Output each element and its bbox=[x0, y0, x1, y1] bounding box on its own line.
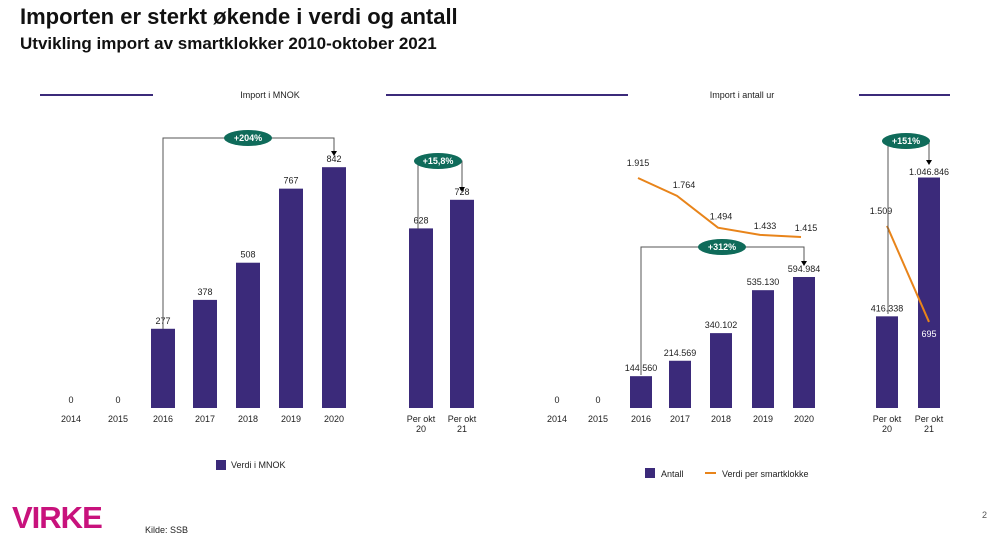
source-note: Kilde: SSB bbox=[145, 525, 189, 535]
bar-value-label: 1.046.846 bbox=[909, 167, 949, 177]
legend-swatch-verdi bbox=[216, 460, 226, 470]
bar-value-label: 214.569 bbox=[664, 348, 697, 358]
line-series bbox=[637, 177, 802, 238]
bar-value-label: 378 bbox=[197, 287, 212, 297]
page-title: Importen er sterkt økende i verdi og ant… bbox=[20, 4, 458, 29]
growth-badge bbox=[224, 130, 272, 146]
bar-value-label: 594.984 bbox=[788, 264, 821, 274]
bar bbox=[710, 333, 732, 408]
x-tick-label: 2018 bbox=[711, 414, 731, 424]
line-value-label: 1.433 bbox=[754, 221, 777, 231]
x-tick-label: Per okt bbox=[915, 414, 944, 424]
bar bbox=[236, 262, 260, 408]
bar bbox=[876, 316, 898, 408]
line-value-label: 1.915 bbox=[627, 158, 650, 168]
arrow-head bbox=[926, 160, 932, 165]
page-number: 2 bbox=[982, 510, 988, 520]
x-tick-label: 21 bbox=[924, 424, 934, 434]
x-tick-label: 2019 bbox=[753, 414, 773, 424]
arrow-head bbox=[331, 151, 337, 156]
legend-label-verdi-per: Verdi per smartklokke bbox=[722, 469, 809, 479]
legend-swatch-antall bbox=[645, 468, 655, 478]
bar-value-label: 628 bbox=[413, 215, 428, 225]
bar-value-label: 842 bbox=[326, 154, 341, 164]
growth-badge-label: +15,8% bbox=[423, 156, 454, 166]
bar bbox=[151, 328, 175, 408]
bar bbox=[450, 199, 474, 408]
x-tick-label: 2015 bbox=[108, 414, 128, 424]
bar-value-label: 0 bbox=[115, 395, 120, 405]
legend-label-verdi: Verdi i MNOK bbox=[231, 460, 286, 470]
x-tick-label: 21 bbox=[457, 424, 467, 434]
bar bbox=[918, 177, 940, 408]
x-tick-label: 2014 bbox=[61, 414, 81, 424]
x-tick-label: 2016 bbox=[631, 414, 651, 424]
bar bbox=[793, 277, 815, 408]
line-value-label: 695 bbox=[921, 329, 936, 339]
label-bg bbox=[919, 326, 939, 339]
growth-badge-label: +312% bbox=[708, 242, 736, 252]
x-tick-label: 2020 bbox=[794, 414, 814, 424]
growth-badge bbox=[882, 133, 930, 149]
x-tick-label: 2020 bbox=[324, 414, 344, 424]
bar bbox=[409, 228, 433, 408]
x-tick-label: Per okt bbox=[448, 414, 477, 424]
line-value-label: 1.494 bbox=[710, 212, 733, 222]
bar-value-label: 535.130 bbox=[747, 277, 780, 287]
legend-label-antall: Antall bbox=[661, 469, 684, 479]
line-value-label: 1.764 bbox=[673, 180, 696, 190]
arrow-head bbox=[801, 261, 807, 266]
bar-value-label: 416.338 bbox=[871, 303, 904, 313]
x-tick-label: 2016 bbox=[153, 414, 173, 424]
bar-value-label: 767 bbox=[283, 176, 298, 186]
growth-badge bbox=[698, 239, 746, 255]
bar-value-label: 0 bbox=[554, 395, 559, 405]
line-value-label: 1.509 bbox=[870, 206, 893, 216]
bar bbox=[669, 360, 691, 408]
bar bbox=[279, 188, 303, 408]
arrow-head bbox=[459, 187, 465, 192]
bar-value-label: 0 bbox=[595, 395, 600, 405]
bar-value-label: 340.102 bbox=[705, 320, 738, 330]
chart-title-antall: Import i antall ur bbox=[710, 90, 775, 100]
page-subtitle: Utvikling import av smartklokker 2010-ok… bbox=[20, 34, 437, 53]
bar bbox=[193, 299, 217, 408]
x-tick-label: Per okt bbox=[407, 414, 436, 424]
growth-badge-label: +151% bbox=[892, 136, 920, 146]
x-tick-label: 2017 bbox=[195, 414, 215, 424]
growth-badge-label: +204% bbox=[234, 133, 262, 143]
growth-badge bbox=[414, 153, 462, 169]
x-tick-label: 2017 bbox=[670, 414, 690, 424]
bar-value-label: 0 bbox=[68, 395, 73, 405]
x-tick-label: 2014 bbox=[547, 414, 567, 424]
x-tick-label: 20 bbox=[882, 424, 892, 434]
x-tick-label: 20 bbox=[416, 424, 426, 434]
bar bbox=[322, 167, 346, 408]
bar-value-label: 508 bbox=[240, 250, 255, 260]
line-value-label: 1.415 bbox=[795, 223, 818, 233]
x-tick-label: 2015 bbox=[588, 414, 608, 424]
bar bbox=[752, 290, 774, 408]
bar bbox=[630, 376, 652, 408]
line-series bbox=[886, 225, 930, 323]
chart-title-mnok: Import i MNOK bbox=[240, 90, 300, 100]
x-tick-label: 2019 bbox=[281, 414, 301, 424]
virke-logo: VIRKE bbox=[12, 500, 103, 535]
x-tick-label: 2018 bbox=[238, 414, 258, 424]
x-tick-label: Per okt bbox=[873, 414, 902, 424]
